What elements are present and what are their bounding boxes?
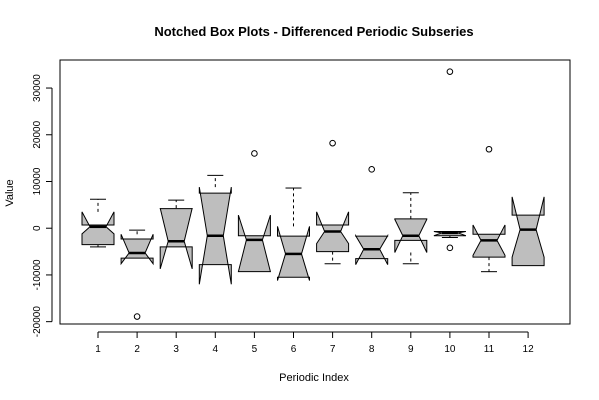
y-tick-label: 30000 bbox=[32, 74, 43, 102]
y-tick-label: 20000 bbox=[32, 120, 43, 148]
x-tick-label: 5 bbox=[252, 344, 258, 355]
box-1 bbox=[81, 198, 115, 248]
y-tick-label: 10000 bbox=[32, 167, 43, 195]
x-tick-label: 7 bbox=[330, 344, 336, 355]
box-7 bbox=[316, 139, 350, 265]
box-11 bbox=[472, 145, 506, 273]
x-tick-label: 11 bbox=[484, 344, 495, 355]
box-group bbox=[81, 68, 545, 320]
y-axis: -20000 -10000 0 10000 20000 30000 bbox=[32, 74, 53, 338]
x-tick-label: 10 bbox=[444, 344, 456, 355]
outlier-point bbox=[446, 68, 454, 75]
y-tick-label: -10000 bbox=[32, 259, 43, 291]
x-tick-label: 3 bbox=[173, 344, 179, 355]
x-tick-label: 8 bbox=[369, 344, 375, 355]
box-body bbox=[159, 208, 193, 270]
box-3 bbox=[159, 199, 193, 270]
x-tick-label: 6 bbox=[291, 344, 297, 355]
plot-frame bbox=[59, 59, 571, 325]
box-12 bbox=[511, 196, 545, 267]
x-tick-label: 12 bbox=[523, 344, 535, 355]
box-4 bbox=[198, 174, 232, 285]
box-8 bbox=[355, 166, 389, 265]
y-axis-label: Value bbox=[4, 179, 16, 206]
box-2 bbox=[120, 229, 154, 320]
y-tick-label: -20000 bbox=[32, 306, 43, 338]
outlier-point bbox=[446, 244, 454, 252]
x-tick-label: 4 bbox=[213, 344, 219, 355]
x-tick-label: 1 bbox=[95, 344, 101, 355]
outlier-point bbox=[368, 166, 376, 173]
box-9 bbox=[394, 192, 428, 265]
box-5 bbox=[237, 150, 272, 273]
box-6 bbox=[277, 187, 310, 281]
y-tick-label: 0 bbox=[32, 225, 43, 231]
x-tick-label: 9 bbox=[408, 344, 414, 355]
box-body bbox=[511, 196, 545, 267]
box-body bbox=[81, 211, 115, 246]
x-axis: 1 2 3 4 5 6 7 8 9 10 11 12 bbox=[95, 331, 535, 355]
outlier-point bbox=[251, 150, 258, 157]
outlier-point bbox=[133, 313, 141, 320]
outlier-point bbox=[485, 145, 493, 153]
x-tick-label: 2 bbox=[134, 344, 140, 355]
box-body bbox=[120, 234, 154, 266]
box-10 bbox=[433, 68, 467, 252]
outlier-point bbox=[329, 139, 336, 147]
chart-title: Notched Box Plots - Differenced Periodic… bbox=[154, 24, 473, 39]
x-axis-label: Periodic Index bbox=[279, 372, 349, 384]
box-body bbox=[237, 214, 272, 273]
